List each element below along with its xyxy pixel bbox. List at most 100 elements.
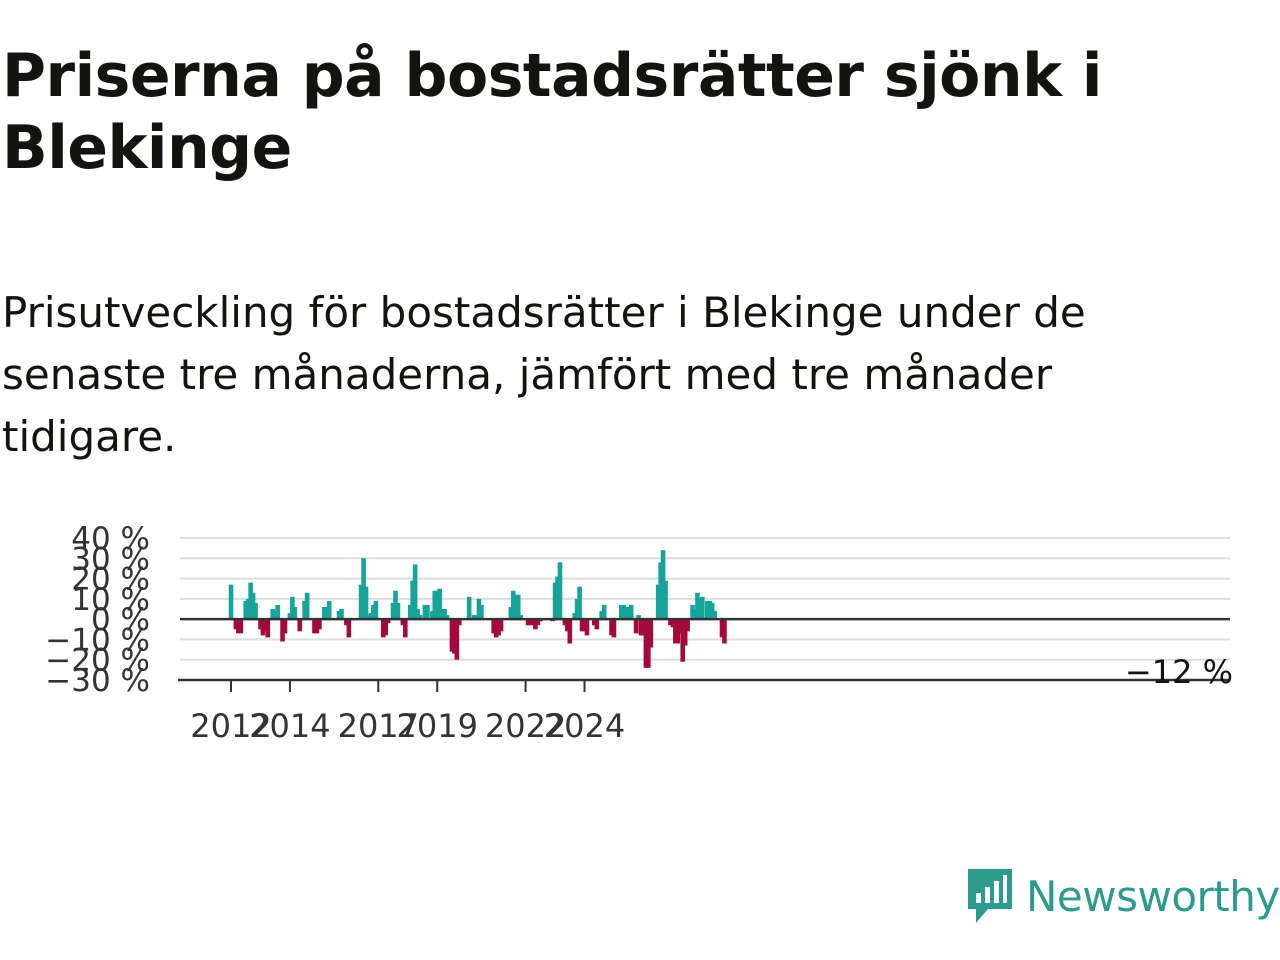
bar bbox=[491, 619, 496, 634]
gridlines bbox=[180, 537, 1230, 661]
bar bbox=[253, 602, 258, 620]
bar bbox=[442, 609, 447, 620]
bar bbox=[243, 600, 249, 620]
y-tick-label: 20 % bbox=[71, 562, 150, 598]
bar bbox=[680, 619, 686, 662]
bar bbox=[663, 580, 668, 620]
bar bbox=[496, 619, 501, 636]
bar bbox=[584, 619, 590, 636]
bar bbox=[555, 576, 560, 620]
bar bbox=[673, 619, 678, 644]
brand-name: Newsworthy bbox=[1026, 871, 1280, 921]
bar bbox=[280, 619, 285, 642]
bar bbox=[611, 619, 617, 638]
bar bbox=[236, 619, 241, 634]
bar bbox=[265, 619, 271, 638]
bar bbox=[407, 604, 413, 620]
axes bbox=[178, 617, 1230, 692]
bar bbox=[390, 602, 396, 620]
bar bbox=[704, 600, 710, 620]
bar bbox=[623, 606, 629, 620]
bar bbox=[228, 584, 234, 620]
bar bbox=[660, 550, 666, 620]
x-tick-label: 2022 bbox=[485, 707, 566, 745]
bar bbox=[515, 594, 521, 620]
bar bbox=[434, 590, 440, 620]
bar bbox=[366, 615, 371, 620]
bar bbox=[412, 564, 418, 620]
bar bbox=[336, 611, 342, 620]
bar bbox=[371, 604, 376, 620]
bar bbox=[709, 602, 715, 620]
x-tick-label: 2017 bbox=[338, 707, 419, 745]
bar bbox=[410, 580, 415, 620]
bar bbox=[638, 619, 644, 636]
bar bbox=[599, 611, 604, 620]
bar bbox=[474, 615, 479, 620]
newsworthy-logo-icon bbox=[968, 869, 1012, 923]
y-tick-label: −10 % bbox=[45, 622, 150, 658]
bar bbox=[344, 619, 349, 626]
bar bbox=[270, 609, 276, 620]
bar bbox=[533, 619, 538, 630]
bar bbox=[685, 619, 690, 632]
bar bbox=[430, 611, 435, 620]
y-tick-label: 10 % bbox=[71, 582, 150, 618]
bar bbox=[326, 600, 332, 620]
bar bbox=[646, 619, 651, 668]
bar bbox=[493, 619, 499, 638]
bar bbox=[272, 611, 278, 620]
bar bbox=[312, 619, 317, 634]
bar bbox=[449, 619, 455, 652]
bar bbox=[601, 604, 607, 620]
bar bbox=[511, 590, 516, 620]
bar bbox=[562, 619, 568, 626]
bar bbox=[275, 604, 280, 620]
bar bbox=[425, 604, 430, 620]
bar bbox=[452, 619, 457, 654]
bar bbox=[535, 619, 541, 626]
bar bbox=[609, 619, 614, 636]
bar bbox=[422, 604, 428, 620]
bar bbox=[346, 619, 352, 638]
bar bbox=[250, 592, 256, 620]
bar bbox=[668, 619, 673, 626]
bar bbox=[707, 600, 713, 620]
bar bbox=[233, 619, 239, 630]
y-tick-label: 40 % bbox=[71, 521, 150, 557]
bar bbox=[572, 613, 577, 620]
bar bbox=[260, 619, 266, 636]
bar bbox=[290, 596, 295, 620]
bar bbox=[697, 598, 703, 620]
bar bbox=[373, 600, 379, 620]
bar bbox=[577, 586, 582, 620]
bar bbox=[439, 609, 445, 620]
bar bbox=[641, 619, 646, 636]
chart-subtitle: Prisutveckling för bostadsrätter i Bleki… bbox=[2, 288, 1086, 461]
bar bbox=[719, 619, 725, 638]
bar bbox=[636, 615, 641, 620]
bar bbox=[579, 619, 585, 632]
bar bbox=[437, 588, 442, 620]
bar bbox=[444, 615, 450, 620]
bar bbox=[238, 619, 244, 634]
bar bbox=[479, 604, 484, 620]
bar bbox=[690, 604, 695, 620]
bar bbox=[525, 619, 531, 626]
bar bbox=[302, 600, 307, 620]
bar bbox=[385, 619, 391, 624]
bar bbox=[400, 619, 406, 626]
y-tick-label: −30 % bbox=[45, 663, 150, 699]
bar bbox=[383, 619, 388, 636]
bar bbox=[628, 604, 634, 620]
bar bbox=[282, 619, 288, 634]
y-tick-label: 0 % bbox=[91, 602, 150, 638]
bar bbox=[263, 619, 268, 632]
bar bbox=[380, 619, 386, 638]
bar bbox=[565, 619, 570, 632]
bar bbox=[621, 604, 627, 620]
bar bbox=[476, 598, 482, 620]
bar bbox=[363, 586, 369, 620]
bar bbox=[248, 582, 253, 620]
bar bbox=[633, 619, 639, 634]
